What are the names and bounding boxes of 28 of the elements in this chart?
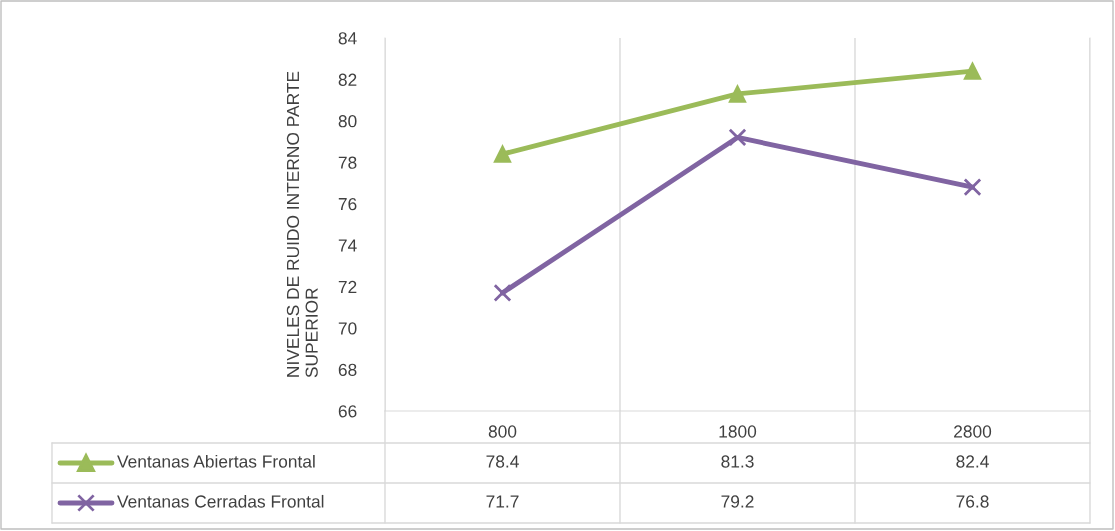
- data-label: 76.8: [956, 495, 989, 508]
- point: [963, 178, 982, 197]
- y-tick-label: 80: [338, 115, 357, 128]
- y-tick-label: 76: [338, 197, 357, 211]
- y-axis-title: NIVELES DE RUIDO INTERNO PARTE SUPERIOR: [286, 71, 318, 378]
- point: [728, 128, 747, 147]
- y-tick-label: 72: [338, 280, 357, 293]
- y-tick-label: 68: [338, 363, 357, 377]
- data-label: 82.4: [956, 455, 989, 468]
- data-label: 71.7: [486, 495, 519, 508]
- y-tick-label: 84: [338, 32, 357, 45]
- legend-label: Ventanas Cerradas Frontal: [117, 494, 324, 508]
- point: [963, 62, 982, 80]
- x-tick-label: 2800: [954, 425, 992, 438]
- data-label: 78.4: [486, 455, 519, 468]
- data-label: 79.2: [721, 495, 754, 508]
- x-tick-label: 800: [488, 425, 517, 438]
- point: [493, 283, 512, 302]
- legend-label: Ventanas Abiertas Frontal: [117, 454, 315, 468]
- y-tick-label: 82: [338, 73, 357, 86]
- point: [493, 145, 512, 163]
- x-tick-label: 1800: [719, 425, 757, 438]
- data-label: 81.3: [721, 455, 754, 468]
- y-tick-label: 66: [338, 405, 357, 418]
- y-tick-label: 70: [338, 322, 357, 335]
- point: [728, 85, 747, 103]
- y-tick-label: 78: [338, 156, 357, 169]
- y-tick-label: 74: [338, 239, 357, 252]
